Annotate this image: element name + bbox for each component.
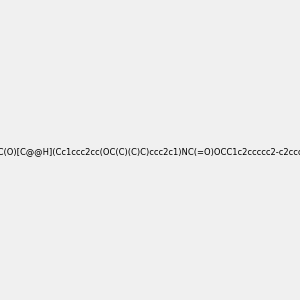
Text: O=C(O)[C@@H](Cc1ccc2cc(OC(C)(C)C)ccc2c1)NC(=O)OCC1c2ccccc2-c2ccccc21: O=C(O)[C@@H](Cc1ccc2cc(OC(C)(C)C)ccc2c1)… [0, 147, 300, 156]
